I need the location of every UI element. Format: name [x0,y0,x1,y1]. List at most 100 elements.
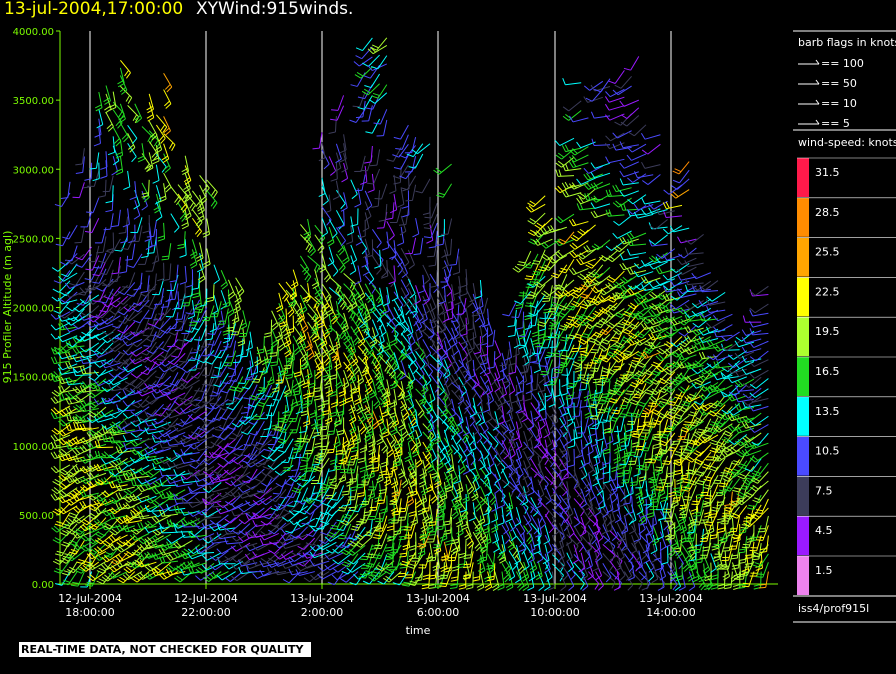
barb-flag [279,438,287,442]
barb-flag [60,429,67,436]
barb-flag [161,572,167,579]
barb-flag [152,383,160,388]
barb-staff [182,413,193,427]
barb-flag [151,516,157,523]
barb-flag [101,434,105,442]
wind-barb [116,404,135,412]
barb-flag [211,189,216,196]
barb-flag [59,291,67,297]
barb-flag [132,137,138,145]
barb-flag [106,123,113,130]
barb-staff [127,364,143,373]
barb-flag [136,332,144,334]
barb-flag [213,279,220,285]
wind-barb [112,126,122,147]
barb-staff [285,394,290,411]
barb-flag [86,357,91,364]
barb-staff [163,72,173,88]
barb-flag [130,467,136,474]
wind-barb [74,226,85,244]
barb-flag [107,151,115,156]
barb-flag [154,552,159,559]
barb-flag [181,222,189,227]
barb-staff [307,236,316,252]
wind-barb [87,406,107,418]
barb-flag [75,493,80,501]
barb-flag [80,520,88,526]
barb-flag [103,97,110,103]
wind-barb [111,155,119,176]
barb-flag [240,411,249,414]
barb-flag [130,449,136,455]
barb-flag [50,356,55,364]
barb-flag [126,293,134,297]
barb-flag [262,466,270,470]
barb-flag [108,498,115,504]
barb-flag [138,377,145,382]
barb-flag [119,271,127,274]
barb-flag [69,566,76,571]
wind-barb [58,436,78,446]
barb-flag [104,574,111,580]
barb-flag [53,310,61,314]
barb-staff [140,418,157,424]
barb-flag [101,556,108,563]
barb-flag [53,434,59,441]
barb-flag [55,567,63,572]
barb-flag [94,547,100,554]
wind-barb [158,441,179,449]
wind-barb [152,562,172,574]
barb-staff [91,217,100,233]
barb-flag [161,255,170,258]
wind-barb [93,416,114,423]
barb-staff [87,211,93,227]
barb-flag [255,478,262,483]
wind-barb [321,185,329,206]
barb-flag [221,284,228,290]
barb-staff [155,244,160,261]
barb-flag [125,470,132,476]
barb-staff [133,253,143,268]
barb-flag [305,449,313,452]
barb-flag [88,515,95,520]
barb-flag [105,522,113,527]
barb-staff [279,479,287,495]
barb-flag [89,401,97,407]
barb-flag [115,168,123,173]
wind-barb [338,377,347,397]
wind-barb [286,482,301,498]
wind-barb [130,446,150,456]
barb-flag [97,537,104,543]
barb-flag [118,540,126,545]
barb-flag [202,185,208,192]
barb-flag [88,376,95,382]
barb-flag [341,177,348,183]
barb-staff [168,396,179,411]
wind-barb [109,448,128,460]
barb-flag [144,522,151,528]
barb-staff [308,509,316,525]
barb-flag [327,348,334,353]
barb-staff [336,514,345,530]
barb-flag [161,306,169,308]
barb-flag [72,532,78,539]
barb-flag [82,500,87,508]
wind-barb [123,536,143,547]
barb-flag [94,440,98,448]
barb-flag [297,545,305,551]
barb-flag [111,435,116,443]
barb-flag [292,383,299,389]
wind-barb [65,550,85,562]
barb-flag [79,405,84,412]
barb-staff [202,407,215,421]
barb-staff [263,336,265,353]
barb-staff [55,311,71,320]
barb-flag [65,362,70,369]
barb-flag [161,258,169,261]
barb-flag [119,576,126,582]
barb-flag [158,549,164,556]
barb-flag [104,463,109,471]
wind-barb [328,219,338,239]
barb-flag [87,403,94,409]
barb-flag [241,460,249,464]
